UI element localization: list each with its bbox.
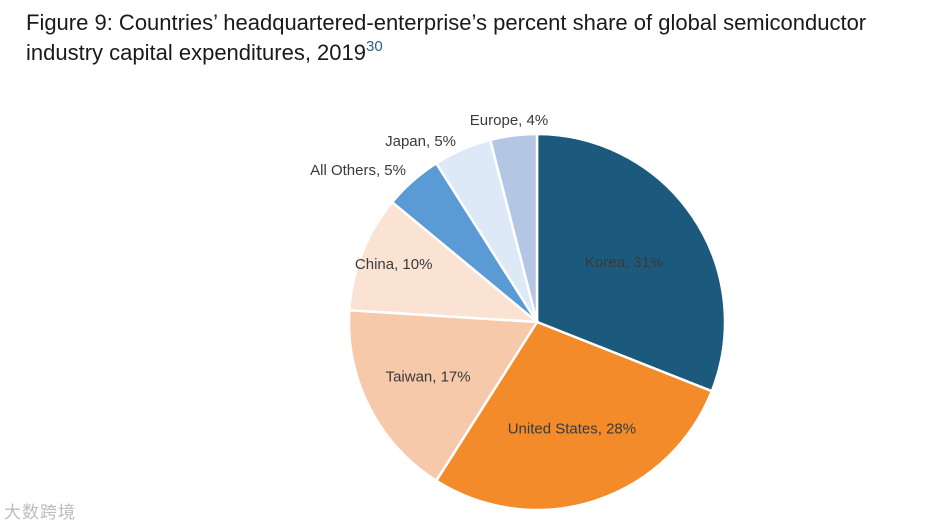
figure-title: Figure 9: Countries’ headquartered-enter… [26,8,946,68]
footnote-reference[interactable]: 30 [366,38,383,55]
data-label-europe: Europe, 4% [470,112,548,129]
pie-slice-taiwan[interactable] [347,308,540,483]
pie-data-labels: Korea, 31% United States, 28% Taiwan, 17% C… [310,112,663,437]
watermark-logo: 大数跨境 [4,498,76,523]
pie-slice-united-states[interactable] [434,320,714,512]
pie-slice-korea[interactable] [535,132,727,393]
watermark-text: 大数跨境 [4,503,76,523]
pie-slices [347,132,727,512]
data-label-korea: Korea, 31% [585,254,663,271]
data-label-japan: Japan, 5% [385,133,456,150]
data-label-united-states: United States, 28% [508,420,636,437]
figure-title-text: Figure 9: Countries’ headquartered-enter… [26,10,867,65]
pie-slice-china[interactable] [348,200,541,324]
pie-slice-europe[interactable] [488,132,539,323]
data-label-china: China, 10% [355,256,433,273]
data-label-taiwan: Taiwan, 17% [386,368,471,385]
data-label-all-others: All Others, 5% [310,162,406,179]
